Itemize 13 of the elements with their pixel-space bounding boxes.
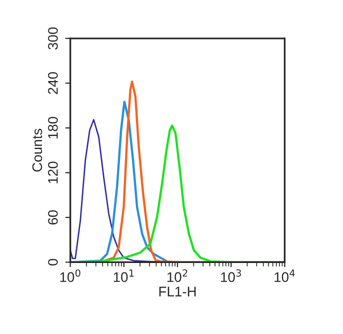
y-tick-label: 300 [48, 27, 58, 50]
x-axis-title: FL1-H [159, 286, 196, 296]
y-tick-label: 0 [48, 258, 58, 266]
x-tick-label: 10$^{1}$ [114, 269, 134, 282]
y-tick-label: 240 [48, 72, 58, 94]
x-tick-label: 10$^{0}$ [60, 269, 80, 282]
y-tick-label: 120 [48, 162, 58, 184]
x-tick-label: 10$^{2}$ [167, 269, 188, 282]
y-axis-title: Counts [32, 128, 42, 172]
x-tick-label: 10$^{4}$ [274, 269, 295, 282]
y-tick-label: 60 [48, 210, 58, 224]
y-tick-label: 180 [48, 116, 58, 138]
x-tick-label: 10$^{3}$ [221, 269, 241, 282]
